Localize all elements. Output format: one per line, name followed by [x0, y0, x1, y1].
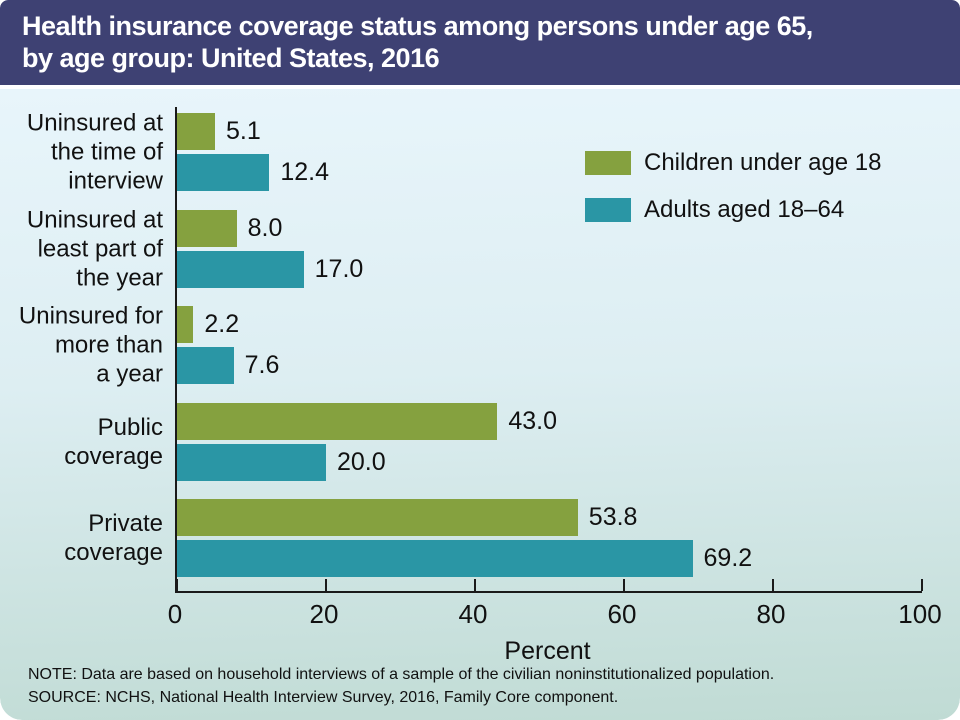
x-tick-label: 100 — [898, 599, 942, 629]
source-text: SOURCE: NCHS, National Health Interview … — [28, 689, 619, 706]
category-label-line: the time of — [50, 138, 163, 166]
x-tick-mark — [474, 579, 476, 591]
legend-label: Children under age 18 — [644, 149, 882, 176]
note-text: NOTE: Data are based on household interv… — [28, 666, 775, 683]
legend-label: Adults aged 18–64 — [644, 196, 845, 223]
legend-item-children: Children under age 18 — [585, 149, 882, 177]
bar-value-label: 69.2 — [703, 544, 753, 572]
x-axis-title: Percent — [504, 637, 591, 665]
bar-adults-4 — [177, 443, 326, 481]
category-label-line: the year — [76, 264, 163, 291]
footnotes: NOTE: Data are based on household interv… — [28, 663, 928, 709]
category-label-line: more than — [54, 331, 163, 359]
category-label-line: Uninsured at — [26, 109, 163, 137]
bar-adults-3 — [177, 347, 234, 384]
category-label-line: least part of — [37, 235, 163, 262]
x-tick-label: 20 — [309, 599, 339, 629]
bar-value-label: 12.4 — [280, 158, 330, 186]
x-tick-label: 0 — [167, 599, 183, 629]
bar-value-label: 17.0 — [314, 254, 364, 283]
category-label: Public coverage — [0, 413, 163, 471]
chart-title-banner: Health insurance coverage status among p… — [0, 0, 960, 85]
bar-value-label: 2.2 — [204, 310, 240, 338]
bar-children-5 — [177, 499, 578, 536]
x-tick-label: 80 — [756, 599, 786, 629]
x-tick-mark — [176, 579, 178, 591]
bar-value-label: 20.0 — [337, 447, 386, 476]
legend-item-adults: Adults aged 18–64 — [585, 196, 882, 224]
category-label-line: coverage — [64, 539, 163, 566]
bar-children-3 — [177, 306, 194, 343]
bar-adults-2 — [177, 250, 304, 288]
category-label: Private coverage — [0, 509, 163, 567]
x-tick-mark — [772, 579, 774, 591]
category-label-line: Public — [97, 413, 163, 441]
bar-children-4 — [177, 402, 498, 440]
chart-title-line-1: Health insurance coverage status among p… — [22, 11, 813, 41]
x-tick-label: 60 — [607, 599, 637, 629]
bar-value-label: 43.0 — [508, 406, 558, 435]
x-tick-mark — [921, 579, 923, 591]
category-label: Uninsured at the time of interview — [0, 109, 163, 196]
legend: Children under age 18 Adults aged 18–64 — [585, 149, 882, 224]
chart-area: Uninsured at the time of interview Uninsure… — [0, 89, 960, 720]
plot-area: 5.1 12.4 8.0 17.0 2.2 7.6 43.0 20.0 53.8 69.2 — [175, 107, 923, 593]
category-label-line: Private — [88, 510, 163, 537]
x-tick-label: 40 — [458, 599, 488, 629]
legend-swatch-children — [585, 151, 631, 175]
bar-children-2 — [177, 209, 237, 247]
chart-title-line-2: by age group: United States, 2016 — [22, 43, 440, 73]
category-label-line: a year — [96, 360, 163, 388]
bar-value-label: 5.1 — [225, 117, 261, 145]
category-label-line: Uninsured for — [18, 302, 163, 330]
bar-value-label: 8.0 — [247, 213, 283, 242]
bar-value-label: 53.8 — [588, 503, 638, 531]
category-label: Uninsured for more than a year — [0, 302, 163, 389]
x-tick-mark — [325, 579, 327, 591]
bar-adults-5 — [177, 540, 693, 577]
bar-children-1 — [177, 113, 215, 150]
bar-value-label: 7.6 — [244, 351, 280, 379]
category-label-line: interview — [68, 167, 163, 195]
bar-adults-1 — [177, 154, 270, 191]
category-label-line: Uninsured at — [26, 206, 163, 233]
x-tick-mark — [623, 579, 625, 591]
category-label: Uninsured at least part of the year — [0, 205, 163, 292]
category-label-line: coverage — [64, 442, 163, 470]
legend-swatch-adults — [585, 198, 631, 222]
